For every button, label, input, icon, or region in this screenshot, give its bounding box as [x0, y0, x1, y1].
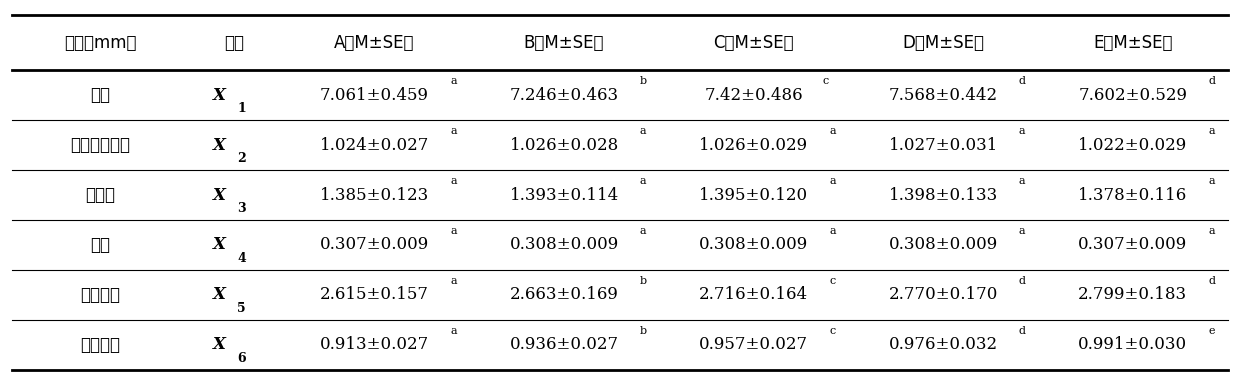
Text: 1: 1	[237, 102, 246, 115]
Text: X: X	[213, 137, 226, 154]
Text: 头胸甲高: 头胸甲高	[81, 336, 120, 354]
Text: a: a	[640, 226, 646, 236]
Text: X: X	[213, 286, 226, 303]
Text: 1.398±0.133: 1.398±0.133	[889, 186, 998, 204]
Text: a: a	[450, 326, 456, 335]
Text: c: c	[830, 276, 836, 286]
Text: 2.716±0.164: 2.716±0.164	[699, 286, 808, 303]
Text: 头胸甲长: 头胸甲长	[81, 286, 120, 304]
Text: 2.663±0.169: 2.663±0.169	[510, 286, 619, 303]
Text: d: d	[1209, 76, 1215, 86]
Text: 0.308±0.009: 0.308±0.009	[510, 236, 619, 253]
Text: 7.42±0.486: 7.42±0.486	[704, 87, 804, 104]
Text: b: b	[640, 76, 647, 86]
Text: a: a	[830, 126, 836, 136]
Text: 2.770±0.170: 2.770±0.170	[889, 286, 998, 303]
Text: 7.568±0.442: 7.568±0.442	[889, 87, 998, 104]
Text: 0.307±0.009: 0.307±0.009	[320, 236, 429, 253]
Text: 2.615±0.157: 2.615±0.157	[320, 286, 429, 303]
Text: a: a	[1209, 176, 1215, 186]
Text: 性状（mm）: 性状（mm）	[64, 33, 136, 52]
Text: d: d	[1209, 276, 1215, 286]
Text: a: a	[450, 126, 456, 136]
Text: 1.385±0.123: 1.385±0.123	[320, 186, 429, 204]
Text: d: d	[1019, 326, 1025, 335]
Text: X: X	[213, 236, 226, 253]
Text: 1.393±0.114: 1.393±0.114	[510, 186, 619, 204]
Text: C（M±SE）: C（M±SE）	[713, 33, 794, 52]
Text: c: c	[830, 326, 836, 335]
Text: 3: 3	[237, 202, 246, 215]
Text: d: d	[1019, 276, 1025, 286]
Text: 1.027±0.031: 1.027±0.031	[889, 137, 998, 154]
Text: a: a	[1019, 126, 1025, 136]
Text: d: d	[1019, 76, 1025, 86]
Text: 6: 6	[237, 352, 246, 365]
Text: a: a	[1019, 176, 1025, 186]
Text: a: a	[640, 126, 646, 136]
Text: 0.307±0.009: 0.307±0.009	[1079, 236, 1188, 253]
Text: 1.378±0.116: 1.378±0.116	[1079, 186, 1188, 204]
Text: D（M±SE）: D（M±SE）	[903, 33, 985, 52]
Text: 0.308±0.009: 0.308±0.009	[889, 236, 998, 253]
Text: 7.246±0.463: 7.246±0.463	[510, 87, 619, 104]
Text: X: X	[213, 336, 226, 353]
Text: 眼径: 眼径	[91, 236, 110, 254]
Text: 2.799±0.183: 2.799±0.183	[1079, 286, 1188, 303]
Text: 1.395±0.120: 1.395±0.120	[699, 186, 808, 204]
Text: 0.308±0.009: 0.308±0.009	[699, 236, 808, 253]
Text: a: a	[1019, 226, 1025, 236]
Text: A（M±SE）: A（M±SE）	[335, 33, 414, 52]
Text: X: X	[213, 186, 226, 204]
Text: 全长: 全长	[91, 86, 110, 104]
Text: a: a	[450, 76, 456, 86]
Text: 1.026±0.028: 1.026±0.028	[510, 137, 619, 154]
Text: a: a	[450, 226, 456, 236]
Text: c: c	[823, 76, 830, 86]
Text: a: a	[1209, 126, 1215, 136]
Text: 5: 5	[237, 301, 246, 315]
Text: 0.991±0.030: 0.991±0.030	[1079, 336, 1188, 353]
Text: a: a	[450, 176, 456, 186]
Text: X: X	[213, 87, 226, 104]
Text: 0.936±0.027: 0.936±0.027	[510, 336, 619, 353]
Text: 1.024±0.027: 1.024±0.027	[320, 137, 429, 154]
Text: 0.913±0.027: 0.913±0.027	[320, 336, 429, 353]
Text: e: e	[1209, 326, 1215, 335]
Text: 1.022±0.029: 1.022±0.029	[1079, 137, 1188, 154]
Text: a: a	[450, 276, 456, 286]
Text: a: a	[830, 226, 836, 236]
Text: 额剑长: 额剑长	[86, 186, 115, 204]
Text: 2: 2	[237, 152, 246, 165]
Text: b: b	[640, 326, 647, 335]
Text: a: a	[1209, 226, 1215, 236]
Text: b: b	[640, 276, 647, 286]
Text: 0.957±0.027: 0.957±0.027	[699, 336, 808, 353]
Text: 第一触角柄长: 第一触角柄长	[71, 136, 130, 154]
Text: 0.976±0.032: 0.976±0.032	[889, 336, 998, 353]
Text: 代码: 代码	[224, 33, 244, 52]
Text: 1.026±0.029: 1.026±0.029	[699, 137, 808, 154]
Text: E（M±SE）: E（M±SE）	[1094, 33, 1173, 52]
Text: a: a	[640, 176, 646, 186]
Text: B（M±SE）: B（M±SE）	[523, 33, 604, 52]
Text: 4: 4	[237, 252, 246, 264]
Text: 7.061±0.459: 7.061±0.459	[320, 87, 429, 104]
Text: a: a	[830, 176, 836, 186]
Text: 7.602±0.529: 7.602±0.529	[1079, 87, 1188, 104]
